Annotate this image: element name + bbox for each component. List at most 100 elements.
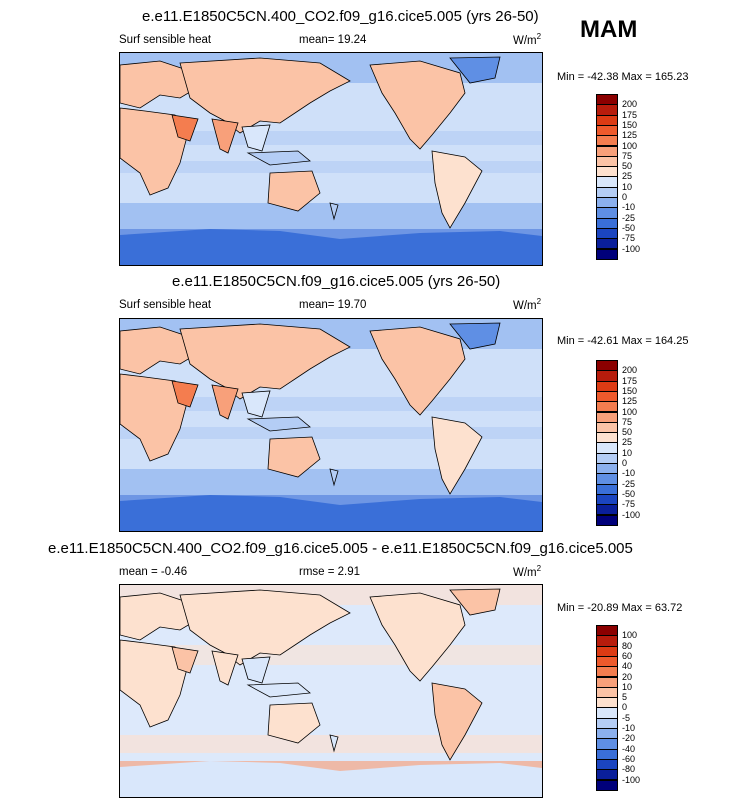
panel-left-label: mean = -0.46 xyxy=(119,566,188,578)
colorbar-tick-label: 175 xyxy=(622,109,638,120)
colorbar-tick-label: 150 xyxy=(622,385,638,396)
colorbar-tick-label: -20 xyxy=(622,733,636,744)
landmass-arabia xyxy=(171,114,199,142)
landmass-arabia xyxy=(171,646,199,674)
panel-title: e.e11.E1850C5CN.400_CO2.f09_g16.cice5.00… xyxy=(48,540,633,557)
colorbar-tick-label: -75 xyxy=(622,499,636,510)
colorbar-tick-label: 10 xyxy=(622,447,633,458)
landmass-india xyxy=(211,118,239,154)
landmass-aus xyxy=(267,702,321,744)
panel-minmax: Min = -20.89 Max = 63.72 xyxy=(557,602,683,614)
panel-minmax: Min = -42.61 Max = 164.25 xyxy=(557,335,689,347)
colorbar-tick-label: -5 xyxy=(622,712,631,723)
panel-left-label: Surf sensible heat xyxy=(119,299,212,311)
landmass-namer xyxy=(369,326,466,416)
panel-units: W/m2 xyxy=(513,297,542,312)
map-plot xyxy=(119,584,543,798)
panel-title: e.e11.E1850C5CN.f09_g16.cice5.005 (yrs 2… xyxy=(172,273,501,290)
landmass-samer xyxy=(431,416,483,495)
colorbar-tick-label: 25 xyxy=(622,171,633,182)
colorbar-tick-label: 5 xyxy=(622,692,628,703)
landmass-india xyxy=(211,384,239,420)
map-svg xyxy=(120,585,542,797)
landmass-indo xyxy=(246,416,311,432)
colorbar-tick-label: 200 xyxy=(622,99,638,110)
colorbar-tick-label: 100 xyxy=(622,406,638,417)
colorbar-tick-label: 10 xyxy=(622,181,633,192)
colorbar-tick-label: -10 xyxy=(622,468,636,479)
colorbar-tick-label: -10 xyxy=(622,202,636,213)
landmass-nz xyxy=(329,468,339,487)
season-label: MAM xyxy=(580,16,638,43)
panel-mean-label: mean= 19.24 xyxy=(299,34,367,46)
landmass-samer xyxy=(431,682,483,761)
colorbar-tick-label: -100 xyxy=(622,774,641,785)
colorbar-tick-label: 60 xyxy=(622,650,633,661)
colorbar-tick-label: 200 xyxy=(622,365,638,376)
panel-units: W/m2 xyxy=(513,32,542,47)
landmass-arabia xyxy=(171,380,199,408)
landmass-samer xyxy=(431,150,483,229)
colorbar-tick-label: 75 xyxy=(622,416,633,427)
landmass-green xyxy=(449,56,501,84)
colorbar-tick-label: 125 xyxy=(622,396,638,407)
landmass-antarc xyxy=(120,761,542,797)
landmass-aus xyxy=(267,436,321,478)
colorbar-tick-label: -25 xyxy=(622,478,636,489)
landmass-asia xyxy=(179,323,351,400)
landmass-antarc xyxy=(120,495,542,531)
landmass-aus xyxy=(267,170,321,212)
colorbar-tick-label: -100 xyxy=(622,243,641,254)
landmass-nz xyxy=(329,202,339,221)
field-band xyxy=(120,735,542,753)
landmass-india xyxy=(211,650,239,686)
landmass-asia xyxy=(179,589,351,666)
map-svg xyxy=(120,319,542,531)
colorbar-tick-label: 0 xyxy=(622,192,628,202)
landmass-indo xyxy=(246,150,311,166)
landmass-seasia xyxy=(241,124,271,152)
map-plot xyxy=(119,318,543,532)
landmass-namer xyxy=(369,592,466,682)
colorbar-tick-label: -25 xyxy=(622,212,636,223)
panel-minmax: Min = -42.38 Max = 165.23 xyxy=(557,71,689,83)
panel-title: e.e11.E1850C5CN.400_CO2.f09_g16.cice5.00… xyxy=(142,8,539,25)
colorbar-tick-label: 40 xyxy=(622,661,633,672)
colorbar-tick-label: 0 xyxy=(622,702,628,713)
colorbar-box xyxy=(596,514,618,526)
colorbar-tick-label: 150 xyxy=(622,119,638,130)
colorbar-box xyxy=(596,779,618,791)
colorbar-tick-label: 0 xyxy=(622,458,628,468)
colorbar-tick-label: -80 xyxy=(622,764,636,775)
panel-mean-label: mean= 19.70 xyxy=(299,299,367,311)
landmass-seasia xyxy=(241,390,271,418)
colorbar-tick-label: -75 xyxy=(622,233,636,244)
landmass-africa xyxy=(120,639,189,728)
colorbar-tick-label: -50 xyxy=(622,222,636,233)
landmass-namer xyxy=(369,60,466,150)
colorbar-tick-label: -60 xyxy=(622,753,636,764)
colorbar-tick-label: -100 xyxy=(622,509,641,520)
colorbar-tick-label: 20 xyxy=(622,671,633,682)
colorbar-tick-label: 50 xyxy=(622,427,633,438)
panel-left-label: Surf sensible heat xyxy=(119,34,212,46)
landmass-seasia xyxy=(241,656,271,684)
landmass-antarc xyxy=(120,229,542,265)
colorbar-tick-label: 25 xyxy=(622,437,633,448)
panel-rmse-label: rmse = 2.91 xyxy=(299,566,361,578)
colorbar-tick-label: 100 xyxy=(622,630,638,641)
colorbar-tick-label: -10 xyxy=(622,723,636,733)
landmass-indo xyxy=(246,682,311,698)
landmass-asia xyxy=(179,57,351,134)
landmass-nz xyxy=(329,734,339,753)
colorbar-tick-label: 175 xyxy=(622,375,638,386)
landmass-green xyxy=(449,322,501,350)
colorbar-box xyxy=(596,248,618,260)
panel-units: W/m2 xyxy=(513,564,542,579)
colorbar-tick-label: 100 xyxy=(622,140,638,151)
colorbar-tick-label: 75 xyxy=(622,150,633,161)
landmass-green xyxy=(449,588,501,616)
colorbar-tick-label: 10 xyxy=(622,681,633,692)
colorbar-tick-label: -50 xyxy=(622,488,636,499)
map-plot xyxy=(119,52,543,266)
